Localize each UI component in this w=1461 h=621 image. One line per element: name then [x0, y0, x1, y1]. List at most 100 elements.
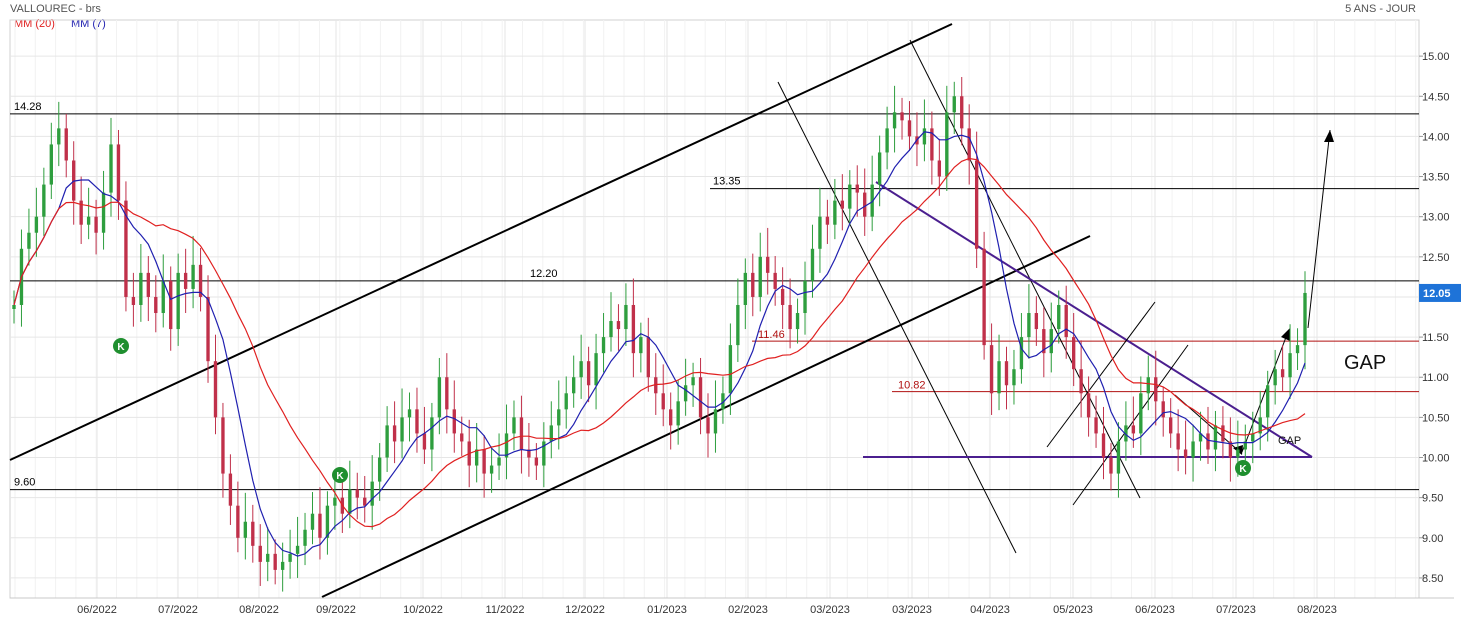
- candle-body: [131, 296, 136, 305]
- candle-body: [982, 248, 986, 346]
- candle-body: [519, 417, 524, 450]
- ma20-line: [13, 157, 1306, 528]
- candle-body: [885, 128, 889, 153]
- candle-body: [1027, 313, 1031, 338]
- candle-body: [557, 409, 561, 426]
- candle-body: [27, 232, 31, 249]
- candle-body: [1206, 433, 1210, 450]
- candle-body: [370, 481, 374, 506]
- candle-body: [1079, 369, 1083, 394]
- candle-body: [952, 96, 956, 113]
- x-tick-label: 06/2023: [1135, 604, 1175, 616]
- ma7-line: [13, 131, 1306, 557]
- candle-body: [504, 433, 509, 458]
- candle-body: [1280, 369, 1285, 378]
- x-tick-label: 09/2022: [316, 604, 356, 616]
- candle-body: [1012, 369, 1016, 386]
- k-marker-icon[interactable]: [332, 467, 348, 483]
- level-label: 12.20: [530, 268, 558, 280]
- candle-body: [892, 112, 897, 129]
- candle-body: [1183, 449, 1188, 458]
- candle-body: [788, 304, 792, 330]
- candle-body: [460, 433, 464, 442]
- candle-body: [183, 272, 188, 289]
- candle-body: [385, 425, 389, 458]
- candle-body: [989, 345, 994, 394]
- annotations: K K K GAP GAP: [113, 338, 1386, 483]
- legend-ma20: MM (20): [14, 18, 55, 30]
- x-tick-label: 07/2023: [1216, 604, 1256, 616]
- candle-body: [579, 361, 583, 378]
- candle-body: [848, 184, 852, 209]
- candle-body: [1109, 457, 1113, 474]
- candle-body: [1258, 417, 1262, 434]
- grid: [9, 19, 1420, 599]
- candle-body: [1071, 337, 1076, 370]
- candle-body: [743, 272, 747, 305]
- candle-body: [736, 304, 740, 346]
- candle-body: [631, 304, 636, 354]
- candle-body: [243, 521, 248, 538]
- candle-body: [766, 256, 770, 273]
- candle-body: [698, 377, 703, 418]
- small-channel-line-2: [1072, 344, 1189, 506]
- candle-body: [191, 264, 195, 289]
- candle-body: [877, 152, 882, 185]
- candle-body: [1191, 441, 1195, 458]
- chart-title: VALLOUREC - brs: [10, 3, 101, 15]
- level-lines: 14.28 13.35 12.20 11.46 10.82 9.60: [10, 101, 1419, 491]
- candle-body: [101, 192, 106, 233]
- candle-body: [206, 296, 210, 362]
- candle-body: [139, 272, 143, 305]
- level-label: 13.35: [713, 176, 741, 188]
- candle-body: [1168, 417, 1173, 434]
- gap-annotation: GAP: [1344, 352, 1386, 374]
- candle-body: [661, 393, 665, 410]
- gap-annotation-small: GAP: [1278, 435, 1301, 447]
- y-tick-label: 13.00: [1422, 212, 1450, 224]
- candles: [12, 76, 1307, 592]
- candle-body: [594, 353, 598, 386]
- candle-body: [1236, 449, 1240, 458]
- candle-body: [1154, 377, 1158, 402]
- candle-body: [445, 377, 449, 410]
- candle-body: [512, 417, 516, 434]
- candle-body: [930, 128, 934, 161]
- candle-body: [1198, 433, 1203, 442]
- candle-body: [803, 280, 807, 314]
- candle-body: [1243, 441, 1247, 450]
- x-tick-label: 12/2022: [565, 604, 605, 616]
- candle-body: [213, 361, 218, 418]
- candle-body: [489, 465, 494, 474]
- candle-body: [624, 304, 628, 330]
- candle-body: [258, 545, 262, 562]
- candle-body: [818, 216, 822, 249]
- candle-body: [1295, 345, 1300, 354]
- candle-body: [392, 425, 397, 442]
- candle-body: [676, 401, 680, 426]
- x-tick-label: 02/2023: [728, 604, 768, 616]
- candle-body: [646, 337, 650, 378]
- candle-body: [773, 272, 777, 289]
- x-tick-label: 11/2022: [486, 604, 525, 616]
- candle-body: [295, 545, 300, 554]
- candle-body: [691, 377, 695, 386]
- small-channel-line-1: [1046, 301, 1156, 448]
- candle-body: [400, 417, 404, 442]
- candle-body: [1057, 304, 1061, 330]
- candle-body: [960, 96, 964, 129]
- k-marker-icon[interactable]: [113, 338, 129, 354]
- k-marker-icon[interactable]: [1235, 460, 1251, 476]
- candle-body: [251, 521, 255, 546]
- candle-body: [572, 377, 576, 394]
- x-tick-label: 07/2022: [158, 604, 198, 616]
- candle-body: [937, 160, 942, 177]
- last-price-label: 12.05: [1423, 288, 1451, 300]
- candle-body: [1101, 433, 1106, 458]
- period-label[interactable]: 5 ANS - JOUR: [1345, 3, 1416, 15]
- candle-body: [974, 160, 979, 249]
- candle-body: [527, 449, 531, 458]
- y-tick-label: 10.00: [1422, 453, 1450, 465]
- candle-body: [1161, 401, 1165, 418]
